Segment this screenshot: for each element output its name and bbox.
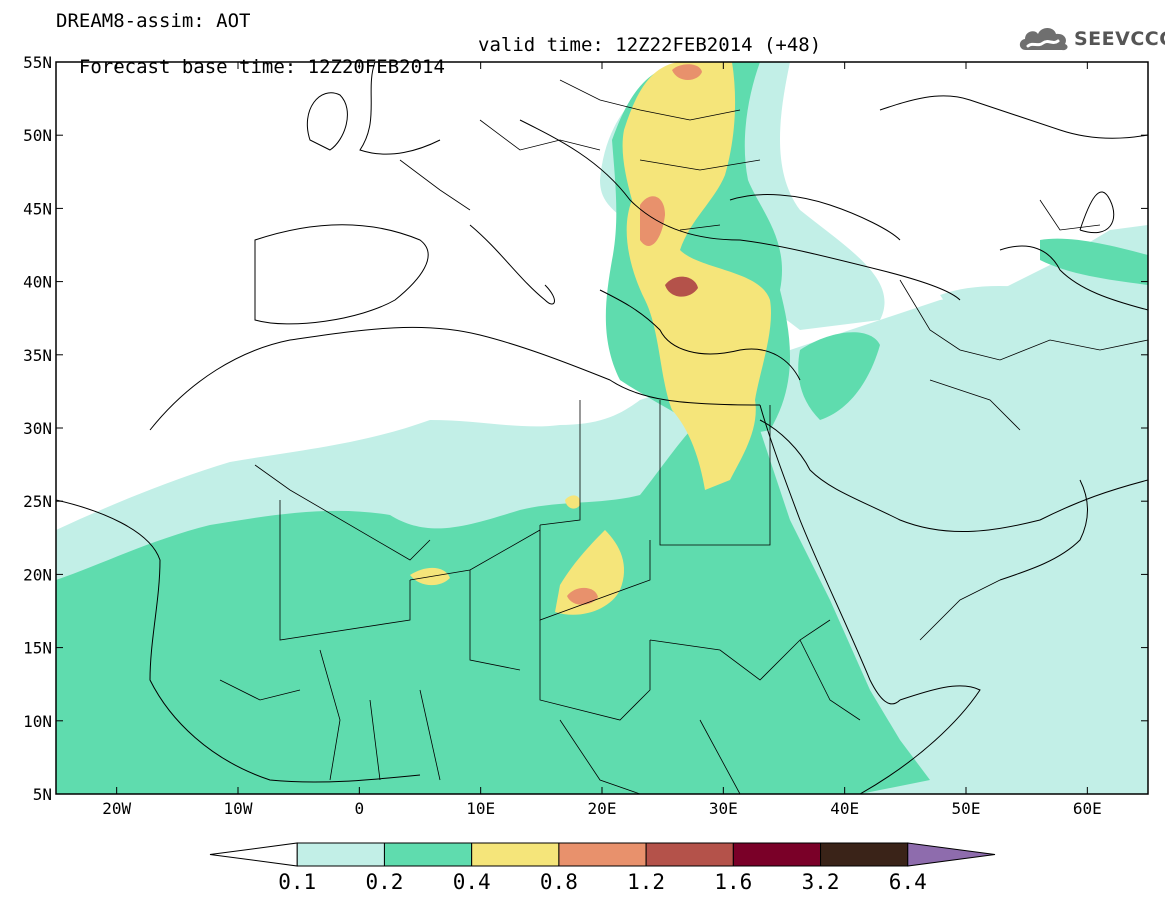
logo-text: SEEVCCC: [1074, 28, 1165, 50]
coastlines: [56, 62, 1148, 794]
aot-field: [56, 62, 1148, 794]
valid-time: valid time: 12Z22FEB2014 (+48): [478, 34, 822, 56]
cloud-icon: [1019, 28, 1068, 51]
lat-label: 5N: [33, 785, 52, 804]
colorbar-swatch: [296, 842, 385, 867]
latitude-axis: 55N 50N 45N 40N 35N 30N 25N 20N 15N 10N 5N: [23, 53, 1148, 804]
colorbar-label: 1.2: [627, 870, 665, 894]
colorbar-label: 3.2: [802, 870, 840, 894]
colorbar-swatch: [471, 842, 560, 867]
seevccc-logo: SEEVCCC: [1016, 22, 1165, 56]
lon-label: 30E: [709, 799, 738, 818]
colorbar-label: 0.2: [365, 870, 403, 894]
lat-label: 25N: [23, 492, 52, 511]
lon-label: 60E: [1073, 799, 1102, 818]
lat-label: 30N: [23, 419, 52, 438]
lat-label: 45N: [23, 199, 52, 218]
lon-label: 20E: [588, 799, 617, 818]
longitude-axis: 20W 10W 0 10E 20E 30E 40E 50E 60E: [102, 62, 1102, 818]
lat-label: 10N: [23, 712, 52, 731]
colorbar-label: 1.6: [714, 870, 752, 894]
lat-label: 55N: [23, 53, 52, 72]
colorbar-swatch: [732, 842, 822, 867]
colorbar: 0.1 0.2 0.4 0.8 1.2 1.6 3.2 6.4: [209, 842, 996, 894]
forecast-times: Forecast base time: 12Z20FEB2014 valid t…: [56, 34, 821, 100]
colorbar-label: 6.4: [889, 870, 927, 894]
lon-label: 40E: [830, 799, 859, 818]
map-title: DREAM8-assim: AOT: [56, 10, 251, 32]
colorbar-swatch: [383, 842, 473, 867]
aot-band-1-2: [665, 276, 698, 297]
lon-label: 20W: [102, 799, 131, 818]
colorbar-label: 0.4: [453, 870, 491, 894]
colorbar-swatch: [558, 842, 647, 867]
lon-label: 10E: [466, 799, 495, 818]
lon-label: 10W: [224, 799, 253, 818]
lat-label: 35N: [23, 346, 52, 365]
lat-label: 40N: [23, 273, 52, 292]
lon-label: 0: [355, 799, 365, 818]
colorbar-high-arrow: [907, 842, 996, 867]
colorbar-swatch: [820, 842, 909, 867]
lat-label: 50N: [23, 126, 52, 145]
lon-label: 50E: [952, 799, 981, 818]
colorbar-label: 0.8: [540, 870, 578, 894]
aot-band-0-8: [567, 64, 702, 605]
colorbar-swatch: [645, 842, 734, 867]
lat-label: 15N: [23, 639, 52, 658]
colorbar-label: 0.1: [278, 870, 316, 894]
country-borders: [219, 79, 1148, 794]
colorbar-low-arrow: [209, 842, 298, 867]
lat-label: 20N: [23, 565, 52, 584]
